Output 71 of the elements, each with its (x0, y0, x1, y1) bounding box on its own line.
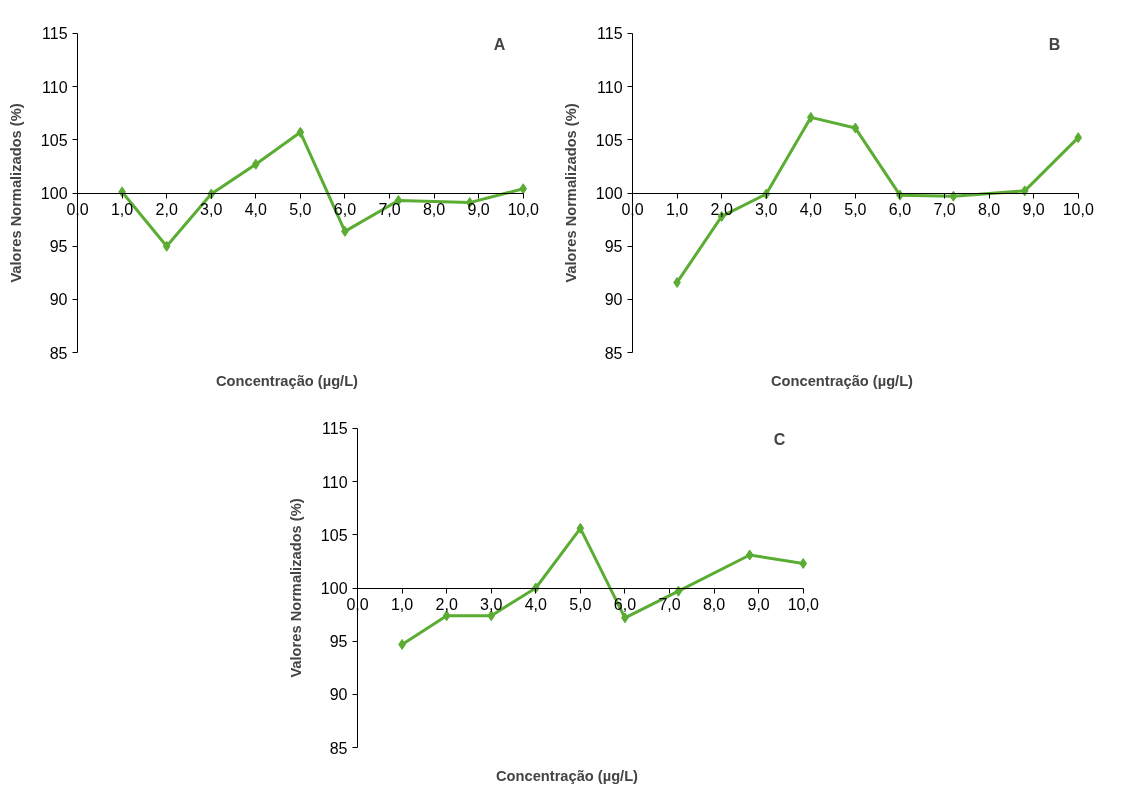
x-tick-label: 10,0 (787, 596, 819, 613)
y-tick-label: 95 (329, 633, 348, 651)
annotation: C (773, 431, 786, 449)
x-axis-title: Concentração (µg/L) (496, 767, 639, 784)
y-tick-label: 115 (322, 420, 348, 438)
x-tick-label: 5,0 (289, 201, 312, 218)
y-tick-label: 115 (42, 25, 68, 43)
x-tick-label: 10,0 (1062, 201, 1094, 218)
y-axis-title: Valores Normalizados (%) (287, 498, 304, 678)
x-tick-label: 5,0 (844, 201, 867, 218)
y-tick-label: 100 (40, 185, 68, 202)
y-tick-label: 105 (40, 131, 68, 149)
x-axis-title: Concentração (µg/L) (771, 372, 914, 389)
x-tick-label: 2,0 (155, 201, 178, 218)
y-tick-label: 110 (322, 473, 348, 491)
x-tick-label: 4,0 (244, 201, 268, 218)
x-tick-label: 4,0 (524, 596, 548, 613)
point (296, 126, 305, 138)
x-tick-label: 7,0 (658, 596, 681, 613)
x-tick-label: 3,0 (200, 201, 223, 218)
y-tick-label: 85 (49, 344, 68, 362)
y-tick-label: 85 (604, 344, 623, 362)
point (1074, 132, 1083, 144)
y-tick-label: 105 (595, 131, 623, 149)
x-tick-label: 9,0 (747, 596, 770, 613)
point (799, 558, 808, 570)
x-tick-label: 8,0 (977, 201, 1001, 218)
point (949, 190, 958, 202)
point (851, 122, 860, 134)
x-tick-label: 4,0 (799, 201, 823, 218)
x-tick-label: 9,0 (1022, 201, 1045, 218)
point (576, 522, 585, 534)
x-axis-title: Concentração (µg/L) (216, 372, 359, 389)
y-tick-label: 85 (329, 739, 348, 757)
point (806, 111, 815, 123)
x-tick-label: 3,0 (480, 596, 503, 613)
x-tick-label: 8,0 (422, 201, 446, 218)
y-axis-title: Valores Normalizados (%) (562, 103, 579, 283)
y-tick-label: 90 (329, 686, 348, 704)
x-tick-label: 3,0 (755, 201, 778, 218)
y-tick-label: 100 (595, 185, 623, 202)
x-tick-label: 9,0 (467, 201, 490, 218)
y-tick-label: 110 (42, 78, 68, 96)
y-tick-label: 110 (597, 78, 623, 96)
x-tick-label: 10,0 (507, 201, 539, 218)
y-tick-label: 95 (604, 238, 623, 256)
point (674, 585, 683, 597)
x-tick-label: 2,0 (435, 596, 458, 613)
x-tick-label: 6,0 (888, 201, 912, 218)
annotation: A (493, 36, 506, 54)
y-axis-title: Valores Normalizados (%) (7, 103, 24, 283)
y-tick-label: 115 (597, 25, 623, 43)
x-tick-label: 5,0 (569, 596, 592, 613)
point (519, 183, 528, 195)
x-tick-label: 2,0 (710, 201, 733, 218)
x-tick-label: 8,0 (702, 596, 726, 613)
point (745, 549, 754, 561)
point (1020, 185, 1029, 197)
x-tick-label: 1,0 (665, 201, 689, 218)
x-tick-label: 7,0 (933, 201, 956, 218)
y-tick-label: 90 (49, 291, 68, 309)
y-tick-label: 90 (604, 291, 623, 309)
point (251, 158, 260, 170)
y-tick-label: 100 (320, 580, 348, 597)
x-tick-label: 7,0 (378, 201, 401, 218)
x-tick-label: 1,0 (390, 596, 414, 613)
point (162, 240, 171, 252)
y-tick-label: 95 (49, 238, 68, 256)
y-tick-label: 105 (320, 526, 348, 544)
annotation: B (1048, 36, 1061, 54)
x-tick-label: 1,0 (110, 201, 134, 218)
